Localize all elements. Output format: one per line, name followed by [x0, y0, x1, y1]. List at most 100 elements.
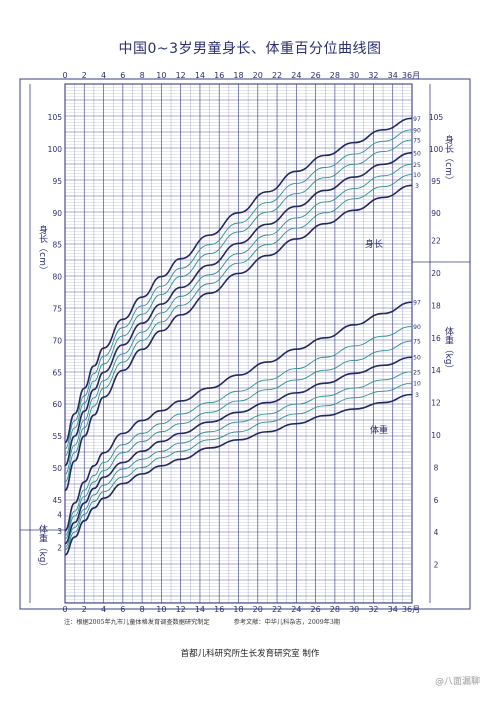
x-tick-label-bottom: 0 — [62, 605, 67, 614]
left-length-tick: 65 — [52, 368, 62, 377]
right-weight-tick: 8 — [434, 463, 439, 472]
x-tick-label-top: 6 — [120, 71, 125, 80]
left-weight-tick: 3 — [57, 527, 62, 536]
weight-percentile-label: 25 — [413, 369, 421, 376]
right-weight-tick: 14 — [431, 366, 441, 375]
x-tick-label-bottom: 18 — [233, 605, 243, 614]
left-length-tick: 100 — [48, 145, 63, 154]
left-length-tick: 60 — [52, 400, 62, 409]
right-weight-tick: 18 — [431, 301, 441, 310]
x-tick-label-top: 16 — [214, 71, 224, 80]
right-weight-tick: 4 — [434, 528, 439, 537]
x-tick-label-top: 12 — [176, 71, 186, 80]
x-tick-label-top: 0 — [62, 71, 67, 80]
x-tick-label-bottom: 22 — [272, 605, 282, 614]
organization-credit: 首都儿科研究所生长发育研究室 制作 — [180, 649, 320, 659]
left-length-tick: 85 — [52, 241, 62, 250]
weight-curve-p97 — [64, 301, 413, 532]
right-weight-tick: 6 — [434, 496, 439, 505]
x-tick-label-top: 14 — [195, 71, 205, 80]
length-curve-p50 — [64, 152, 413, 467]
x-tick-label-bottom: 10 — [156, 605, 166, 614]
x-tick-label-bottom: 2 — [82, 605, 87, 614]
right-weight-tick: 20 — [431, 269, 441, 278]
x-tick-label-top: 8 — [140, 71, 145, 80]
weight-percentile-label: 75 — [413, 339, 421, 346]
x-tick-label-bottom: 28 — [330, 605, 340, 614]
left-length-tick: 45 — [52, 496, 62, 505]
x-tick-label-top: 20 — [253, 71, 263, 80]
length-curve-p75 — [64, 139, 413, 457]
footnote-reference: 参考文献：中华儿科杂志，2009年3期 — [233, 619, 340, 626]
footnote: 注：根据2005年九市儿童体格发育调查数据研究制定 参考文献：中华儿科杂志，20… — [64, 617, 464, 626]
length-percentile-label: 90 — [413, 127, 421, 134]
weight-curve-p10 — [64, 382, 413, 551]
x-tick-label-bottom: 24 — [291, 605, 301, 614]
left-length-tick: 90 — [52, 209, 62, 218]
x-tick-label-bottom: 36月 — [402, 605, 420, 614]
left-weight-tick: 4 — [57, 511, 62, 520]
left-length-axis-label: 身长（cm） — [37, 224, 48, 275]
right-weight-tick: 22 — [431, 237, 441, 246]
x-tick-label-top: 10 — [156, 71, 166, 80]
x-tick-label-top: 32 — [368, 71, 378, 80]
left-length-tick: 95 — [52, 177, 62, 186]
x-tick-label-bottom: 4 — [101, 605, 106, 614]
x-tick-label-top: 4 — [101, 71, 106, 80]
left-length-tick: 55 — [52, 432, 62, 441]
x-tick-label-top: 36月 — [402, 71, 420, 80]
x-tick-label-bottom: 26 — [311, 605, 321, 614]
weight-curve-p50 — [64, 356, 413, 545]
watermark: @八面漏聊 — [434, 677, 480, 687]
length-percentile-label: 75 — [413, 138, 421, 145]
weight-percentile-label: 3 — [415, 392, 419, 399]
weight-percentile-label: 97 — [413, 300, 421, 307]
x-tick-label-top: 18 — [233, 71, 243, 80]
length-curve-p97 — [64, 117, 413, 444]
left-length-tick: 75 — [52, 305, 62, 314]
x-tick-label-bottom: 12 — [176, 605, 186, 614]
left-weight-axis-label: 体重（kg） — [37, 523, 48, 571]
right-weight-tick: 10 — [431, 431, 441, 440]
right-length-tick: 90 — [431, 209, 441, 218]
x-tick-label-top: 2 — [82, 71, 87, 80]
right-length-tick: 95 — [431, 177, 441, 186]
length-curve-p90 — [64, 129, 413, 450]
x-tick-label-top: 30 — [349, 71, 359, 80]
x-tick-label-top: 26 — [311, 71, 321, 80]
x-tick-label-top: 28 — [330, 71, 340, 80]
left-length-tick: 70 — [52, 336, 62, 345]
x-tick-label-bottom: 6 — [120, 605, 125, 614]
length-percentile-label: 97 — [413, 116, 421, 123]
chart-frame — [19, 78, 471, 610]
x-tick-label-bottom: 30 — [349, 605, 359, 614]
weight-series-label: 体重 — [370, 424, 388, 436]
length-percentile-label: 50 — [413, 150, 421, 157]
x-tick-label-bottom: 32 — [368, 605, 378, 614]
weight-curve-p25 — [64, 371, 413, 548]
right-length-tick: 100 — [429, 145, 444, 154]
x-tick-label-bottom: 34 — [388, 605, 398, 614]
right-weight-tick: 12 — [431, 399, 441, 408]
length-series-label: 身长 — [365, 238, 383, 250]
length-curve-p10 — [64, 174, 413, 483]
right-length-axis-label: 身长（cm） — [443, 134, 454, 185]
right-length-tick: 105 — [429, 113, 444, 122]
length-percentile-label: 3 — [415, 183, 419, 190]
length-curve-p3 — [64, 184, 413, 492]
weight-curve-p75 — [64, 340, 413, 540]
x-tick-label-bottom: 14 — [195, 605, 205, 614]
length-percentile-label: 25 — [413, 162, 421, 169]
right-weight-tick: 16 — [431, 334, 441, 343]
footnote-source: 注：根据2005年九市儿童体格发育调查数据研究制定 — [64, 619, 210, 626]
left-length-tick: 50 — [52, 464, 62, 473]
weight-percentile-label: 90 — [413, 324, 421, 331]
length-curve-p25 — [64, 163, 413, 475]
weight-curve-p90 — [64, 326, 413, 536]
left-length-tick: 105 — [48, 113, 63, 122]
weight-curve-p3 — [64, 393, 413, 556]
x-tick-label-bottom: 16 — [214, 605, 224, 614]
x-tick-label-top: 24 — [291, 71, 301, 80]
left-length-tick: 80 — [52, 273, 62, 282]
